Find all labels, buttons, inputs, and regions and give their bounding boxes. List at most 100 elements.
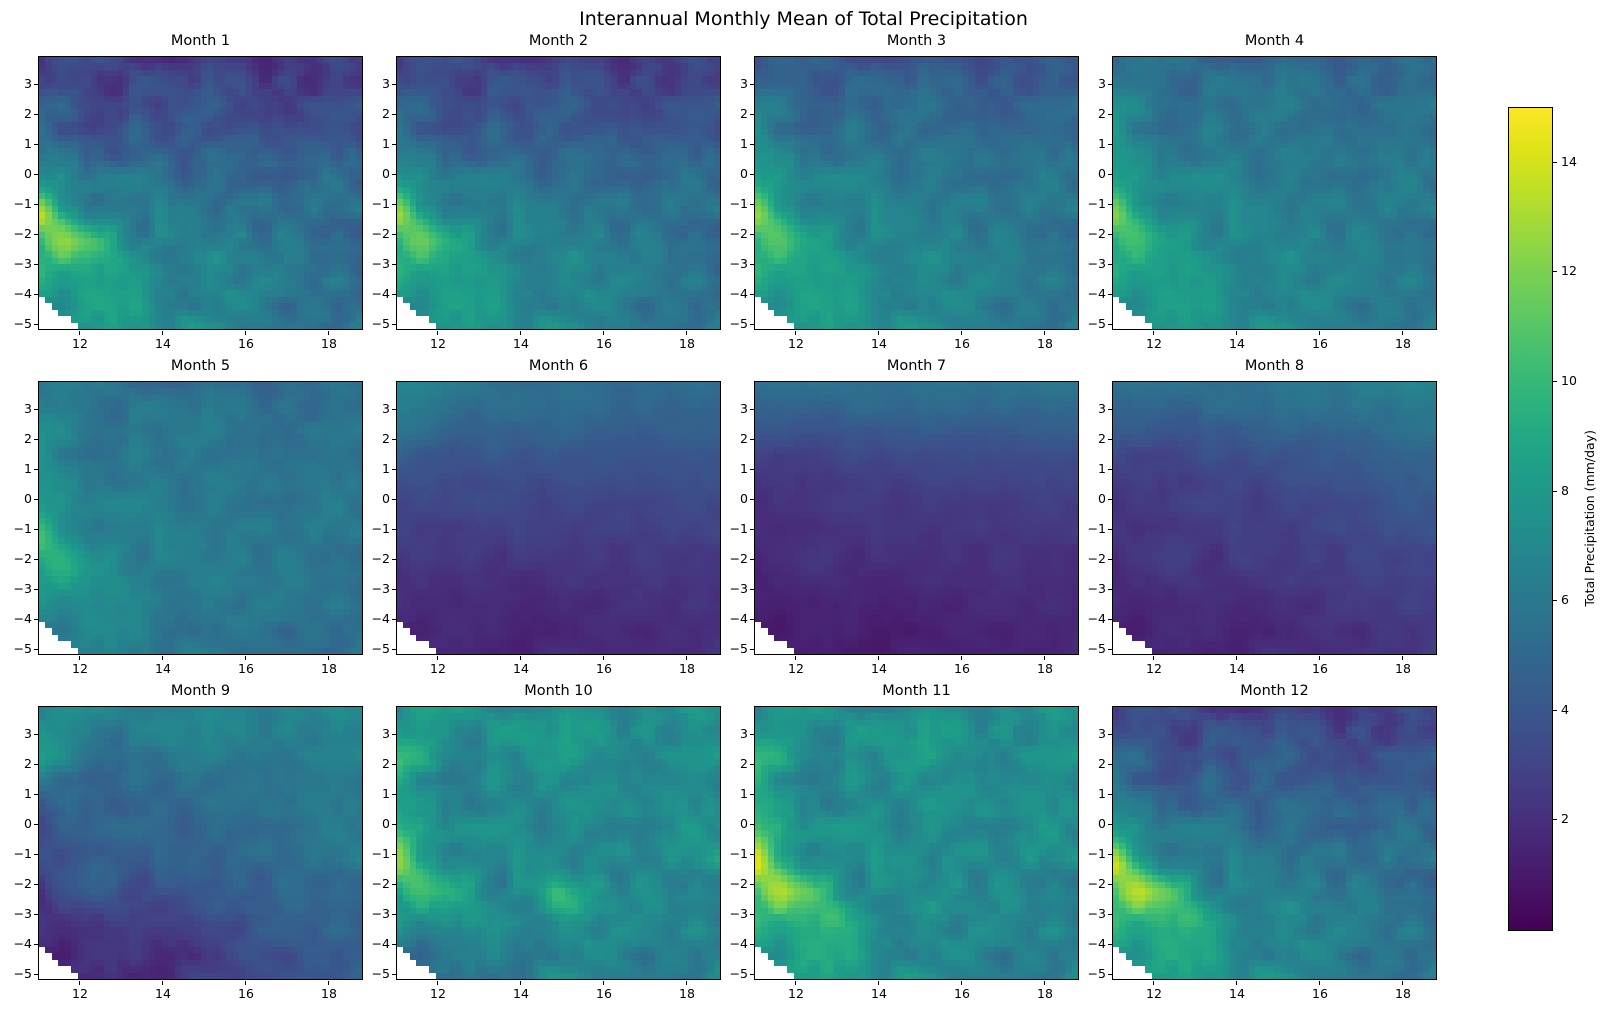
y-tick-mark [34,439,38,440]
y-tick-label: −4 [1087,286,1106,301]
x-tick-mark [245,656,246,660]
y-tick-label: −5 [371,966,390,981]
colorbar-tick-mark [1553,271,1557,272]
subplot-month-6: Month 6 3 2 1 0 −1 −2 −3 −4 −5 12 14 16 18 [358,355,724,678]
subplot-month-9: Month 9 3 2 1 0 −1 −2 −3 −4 −5 12 14 16 18 [0,680,366,1003]
y-tick-mark [392,469,396,470]
heatmap-month-3 [755,57,1078,329]
x-tick-mark [162,656,163,660]
x-tick-mark [878,656,879,660]
y-tick-label: 3 [382,726,390,741]
y-tick-label: −2 [729,226,748,241]
heatmap-month-1 [39,57,362,329]
y-tick-mark [1108,324,1112,325]
y-tick-mark [34,499,38,500]
y-tick-mark [1108,84,1112,85]
x-tick-label: 12 [72,661,88,676]
x-tick-mark [79,331,80,335]
y-tick-label: 0 [740,816,748,831]
x-tick-label: 12 [788,336,804,351]
y-tick-mark [392,324,396,325]
y-tick-mark [750,324,754,325]
y-tick-label: 3 [1098,726,1106,741]
x-tick-mark [1236,656,1237,660]
x-tick-mark [328,656,329,660]
y-tick-label: −5 [13,641,32,656]
y-tick-label: 2 [24,431,32,446]
y-tick-mark [750,529,754,530]
y-tick-label: 1 [740,461,748,476]
y-tick-label: 1 [1098,786,1106,801]
x-tick-label: 18 [321,986,337,1001]
y-tick-label: −2 [371,226,390,241]
y-tick-mark [750,854,754,855]
y-tick-mark [1108,884,1112,885]
y-tick-mark [1108,174,1112,175]
y-tick-label: −2 [13,876,32,891]
y-tick-label: 3 [24,76,32,91]
x-tick-label: 12 [788,661,804,676]
y-tick-label: 2 [1098,431,1106,446]
x-tick-label: 18 [321,336,337,351]
y-tick-label: −3 [1087,256,1106,271]
y-tick-label: 2 [382,431,390,446]
y-tick-label: −2 [1087,876,1106,891]
x-tick-label: 14 [1229,336,1245,351]
colorbar-tick-mark [1553,710,1557,711]
x-tick-mark [162,981,163,985]
y-tick-mark [392,499,396,500]
y-tick-mark [34,264,38,265]
y-tick-mark [392,884,396,885]
colorbar-tick-label: 4 [1561,702,1569,717]
x-tick-label: 14 [155,661,171,676]
y-tick-mark [750,499,754,500]
y-tick-mark [34,794,38,795]
y-tick-label: −3 [1087,581,1106,596]
y-tick-label: 0 [740,491,748,506]
y-tick-mark [34,529,38,530]
y-tick-label: 0 [382,816,390,831]
y-tick-mark [1108,144,1112,145]
x-tick-mark [1153,331,1154,335]
y-tick-mark [1108,649,1112,650]
x-tick-label: 16 [596,986,612,1001]
y-tick-label: 3 [740,401,748,416]
y-tick-mark [750,174,754,175]
subplot-month-8: Month 8 3 2 1 0 −1 −2 −3 −4 −5 12 14 16 18 [1074,355,1440,678]
x-tick-label: 16 [1312,661,1328,676]
y-tick-mark [750,944,754,945]
x-tick-label: 18 [1395,661,1411,676]
axes-month-10 [396,706,721,980]
heatmap-month-2 [397,57,720,329]
y-tick-label: −3 [729,256,748,271]
x-tick-label: 14 [871,336,887,351]
y-tick-mark [750,649,754,650]
subplot-title: Month 6 [528,358,589,374]
y-tick-mark [750,914,754,915]
y-tick-mark [392,114,396,115]
x-tick-mark [1236,981,1237,985]
x-tick-mark [437,656,438,660]
y-tick-label: 1 [1098,136,1106,151]
y-tick-mark [1108,499,1112,500]
heatmap-month-10 [397,707,720,979]
y-tick-label: 1 [382,136,390,151]
axes-month-12 [1112,706,1437,980]
y-tick-mark [392,204,396,205]
subplot-title: Month 12 [1240,683,1309,699]
x-tick-label: 14 [513,336,529,351]
x-tick-label: 14 [513,986,529,1001]
subplot-month-2: Month 2 3 2 1 0 −1 −2 −3 −4 −5 12 14 16 18 [358,30,724,353]
y-tick-label: −4 [13,286,32,301]
y-tick-mark [34,914,38,915]
y-tick-mark [392,409,396,410]
x-tick-label: 16 [954,661,970,676]
y-tick-mark [392,914,396,915]
x-tick-mark [1402,981,1403,985]
x-tick-label: 18 [679,661,695,676]
colorbar-tick-label: 8 [1561,483,1569,498]
x-tick-mark [1319,656,1320,660]
y-tick-label: −3 [1087,906,1106,921]
x-tick-mark [437,981,438,985]
